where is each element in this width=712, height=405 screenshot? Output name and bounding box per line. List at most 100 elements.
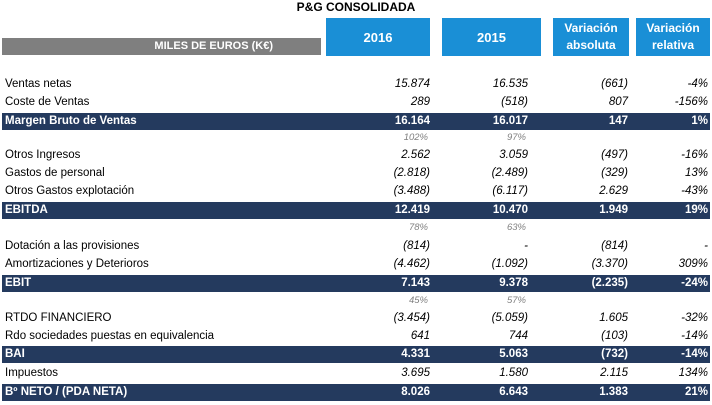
value-var-rel: -14% [681,348,708,360]
value-var-abs: (661) [601,78,628,90]
row-ventas-netas: Ventas netas 15.874 16.535 (661) -4% [2,76,710,93]
value-var-rel: -156% [674,96,708,108]
value-2015: (518) [501,96,528,108]
value-2015: (1.092) [491,258,528,270]
row-label: BAI [5,348,25,360]
row-label: Ventas netas [5,78,72,90]
value-2016: (2.818) [393,167,430,179]
value-var-abs: 1.383 [599,386,628,398]
row-provisiones: Dotación a las provisiones (814) - (814)… [2,238,710,255]
ebit-pct-2016: 45% [408,295,428,306]
row-coste-ventas: Coste de Ventas 289 (518) 807 -156% [2,94,710,111]
units-header: MILES DE EUROS (K€) [2,38,321,55]
row-label: Margen Bruto de Ventas [5,115,137,127]
value-var-rel: -4% [687,78,708,90]
value-2015: - [524,240,528,252]
value-var-abs: 1.605 [599,312,628,324]
value-2015: 16.017 [492,115,528,127]
column-header-variacion-relativa: Variación relativa [636,18,710,56]
row-label: Impuestos [5,367,59,379]
value-2016: 7.143 [401,277,430,289]
value-2015: 5.063 [499,348,528,360]
ebitda-pct-2015: 63% [506,222,526,233]
row-margen-bruto: Margen Bruto de Ventas 16.164 16.017 147… [2,113,710,130]
row-otros-gastos: Otros Gastos explotación (3.488) (6.117)… [2,183,710,200]
ebitda-pct-2016: 78% [408,222,428,233]
value-var-abs: 807 [608,96,628,108]
value-2015: 3.059 [499,149,528,161]
value-2016: 3.695 [401,367,430,379]
value-2015: 6.643 [499,386,528,398]
row-label: Bº NETO / (PDA NETA) [5,386,128,398]
row-ebit: EBIT 7.143 9.378 (2.235) -24% [2,275,710,292]
row-sociedades-equivalencia: Rdo sociedades puestas en equivalencia 6… [2,328,710,345]
value-2016: 15.874 [394,78,430,90]
row-label: Gastos de personal [5,167,105,179]
value-2016: (814) [403,240,430,252]
value-var-rel: -43% [681,185,708,197]
row-label: Dotación a las provisiones [5,240,140,252]
value-var-rel: 1% [691,115,708,127]
row-label: Otros Ingresos [5,149,81,161]
value-var-rel: -14% [681,330,708,342]
value-2016: (3.488) [393,185,430,197]
value-var-rel: 134% [678,367,708,379]
value-var-rel: - [704,240,708,252]
row-label: Rdo sociedades puestas en equivalencia [5,330,215,342]
row-label: Amortizaciones y Deterioros [5,258,149,270]
value-2016: 4.331 [401,348,430,360]
value-2016: 289 [410,96,430,108]
value-var-rel: 21% [684,386,708,398]
report-title: P&G CONSOLIDADA [296,0,416,14]
value-2015: (5.059) [491,312,528,324]
row-label: Coste de Ventas [5,96,90,108]
value-2015: 1.580 [499,367,528,379]
row-ebitda: EBITDA 12.419 10.470 1.949 19% [2,202,710,219]
value-var-rel: 13% [684,167,708,179]
row-impuestos: Impuestos 3.695 1.580 2.115 134% [2,365,710,382]
row-label: EBITDA [5,204,48,216]
value-2016: 16.164 [394,115,430,127]
value-var-rel: 19% [684,204,708,216]
value-var-rel: 309% [678,258,708,270]
row-amortizaciones: Amortizaciones y Deterioros (4.462) (1.0… [2,256,710,273]
row-gastos-personal: Gastos de personal (2.818) (2.489) (329)… [2,165,710,182]
row-beneficio-neto: Bº NETO / (PDA NETA) 8.026 6.643 1.383 2… [2,384,710,401]
column-header-variacion-absoluta: Variación absoluta [553,18,629,56]
value-var-abs: 2.629 [599,185,628,197]
value-2016: 641 [410,330,430,342]
row-label: RTDO FINANCIERO [5,312,112,324]
margin-pct-2015: 97% [506,132,526,143]
value-var-abs: 1.949 [599,204,628,216]
value-var-abs: (497) [601,149,628,161]
value-2016: 2.562 [401,149,430,161]
row-resultado-financiero: RTDO FINANCIERO (3.454) (5.059) 1.605 -3… [2,310,710,327]
value-2015: 16.535 [492,78,528,90]
value-var-abs: 147 [608,115,628,127]
row-label: EBIT [5,277,32,289]
value-2015: 9.378 [499,277,528,289]
value-var-abs: 2.115 [600,367,628,379]
value-2016: 12.419 [394,204,430,216]
ebit-pct-2015: 57% [506,295,526,306]
value-var-rel: -16% [681,149,708,161]
value-var-abs: (814) [601,240,628,252]
column-header-2015: 2015 [442,18,541,56]
margin-pct-2016: 102% [403,132,428,143]
column-header-2016: 2016 [326,18,430,56]
value-var-abs: (329) [601,167,628,179]
row-label: Otros Gastos explotación [5,185,135,197]
value-var-abs: (2.235) [591,277,628,289]
value-2015: 10.470 [492,204,528,216]
row-otros-ingresos: Otros Ingresos 2.562 3.059 (497) -16% [2,147,710,164]
value-var-rel: -24% [681,277,708,289]
value-2015: 744 [508,330,528,342]
value-var-abs: (3.370) [591,258,628,270]
row-bai: BAI 4.331 5.063 (732) -14% [2,346,710,363]
value-2016: 8.026 [401,386,430,398]
value-var-abs: (103) [601,330,628,342]
value-var-rel: -32% [681,312,708,324]
value-2016: (4.462) [393,258,430,270]
value-2015: (6.117) [492,185,528,197]
value-2015: (2.489) [491,167,528,179]
